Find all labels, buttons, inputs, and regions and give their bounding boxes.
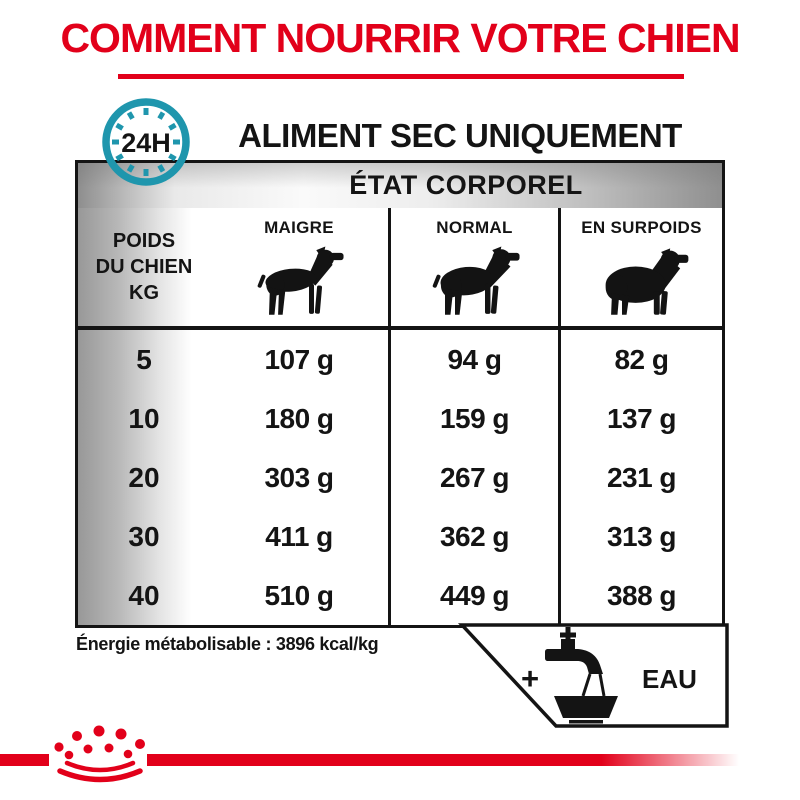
amount-cell-surpoids: 313 g: [558, 507, 722, 566]
water-panel: + EAU: [457, 623, 729, 728]
amount-cell-normal: 94 g: [388, 330, 558, 389]
weight-cell: 20: [78, 448, 210, 507]
thin-dog-icon: [257, 246, 344, 315]
amount-cell-maigre: 303 g: [264, 461, 334, 493]
brand-stripe-right: [147, 754, 745, 766]
amount-cell-maigre: 180 g: [264, 402, 334, 434]
column-header-maigre: MAIGRE: [210, 208, 388, 330]
amount-cell-maigre: 107 g: [264, 343, 334, 375]
column-label-maigre: MAIGRE: [264, 218, 334, 237]
amount-cell-surpoids: 82 g: [558, 330, 722, 389]
subtitle-dry-food: ALIMENT SEC UNIQUEMENT: [238, 117, 682, 154]
amount-cell-surpoids: 231 g: [558, 448, 722, 507]
amount-cell-normal: 267 g: [388, 448, 558, 507]
clock-24h-icon: 24H: [102, 98, 190, 186]
amount-cell-surpoids: 137 g: [558, 389, 722, 448]
title-underline: [118, 74, 684, 79]
water-panel-outline: [457, 623, 729, 728]
weight-column-header: POIDS DU CHIEN KG: [78, 208, 210, 330]
body-condition-header-band: ÉTAT CORPOREL: [78, 163, 722, 208]
clock-24h-label: 24H: [121, 128, 171, 158]
amount-cell-maigre: 411 g: [265, 520, 333, 552]
weight-cell: 40: [78, 566, 210, 625]
feeding-grid: POIDS DU CHIEN KG MAIGRE: [78, 208, 722, 625]
weight-header-line1: POIDS: [112, 230, 176, 252]
body-condition-header-label: ÉTAT CORPOREL: [349, 170, 583, 200]
page-title: COMMENT NOURRIR VOTRE CHIEN: [60, 15, 740, 61]
feeding-table: ÉTAT CORPOREL POIDS DU CHIEN KG MAIGRE: [75, 160, 725, 628]
amount-cell-surpoids: 388 g: [558, 566, 722, 625]
column-header-surpoids: EN SURPOIDS: [558, 208, 722, 330]
amount-cell-normal: 159 g: [388, 389, 558, 448]
water-label: EAU: [642, 664, 697, 694]
brand-stripe-left: [0, 754, 49, 766]
weight-cell: 5: [78, 330, 210, 389]
column-label-surpoids: EN SURPOIDS: [581, 218, 702, 237]
amount-cell-normal: 449 g: [388, 566, 558, 625]
weight-header-line2: DU CHIEN: [95, 256, 193, 278]
royal-canin-crown-logo: [54, 725, 145, 783]
water-faucet-bowl-icon: [545, 627, 618, 724]
amount-cell-normal: 362 g: [388, 507, 558, 566]
amount-cell-maigre: 510 g: [264, 579, 334, 611]
energy-note: Énergie métabolisable : 3896 kcal/kg: [76, 634, 379, 654]
weight-cell: 10: [78, 389, 210, 448]
column-header-normal: NORMAL: [388, 208, 558, 330]
column-label-normal: NORMAL: [436, 218, 513, 237]
normal-dog-icon: [432, 246, 520, 315]
overweight-dog-icon: [605, 248, 688, 315]
plus-sign: +: [521, 661, 539, 696]
weight-header-line3: KG: [129, 282, 159, 304]
weight-cell: 30: [78, 507, 210, 566]
